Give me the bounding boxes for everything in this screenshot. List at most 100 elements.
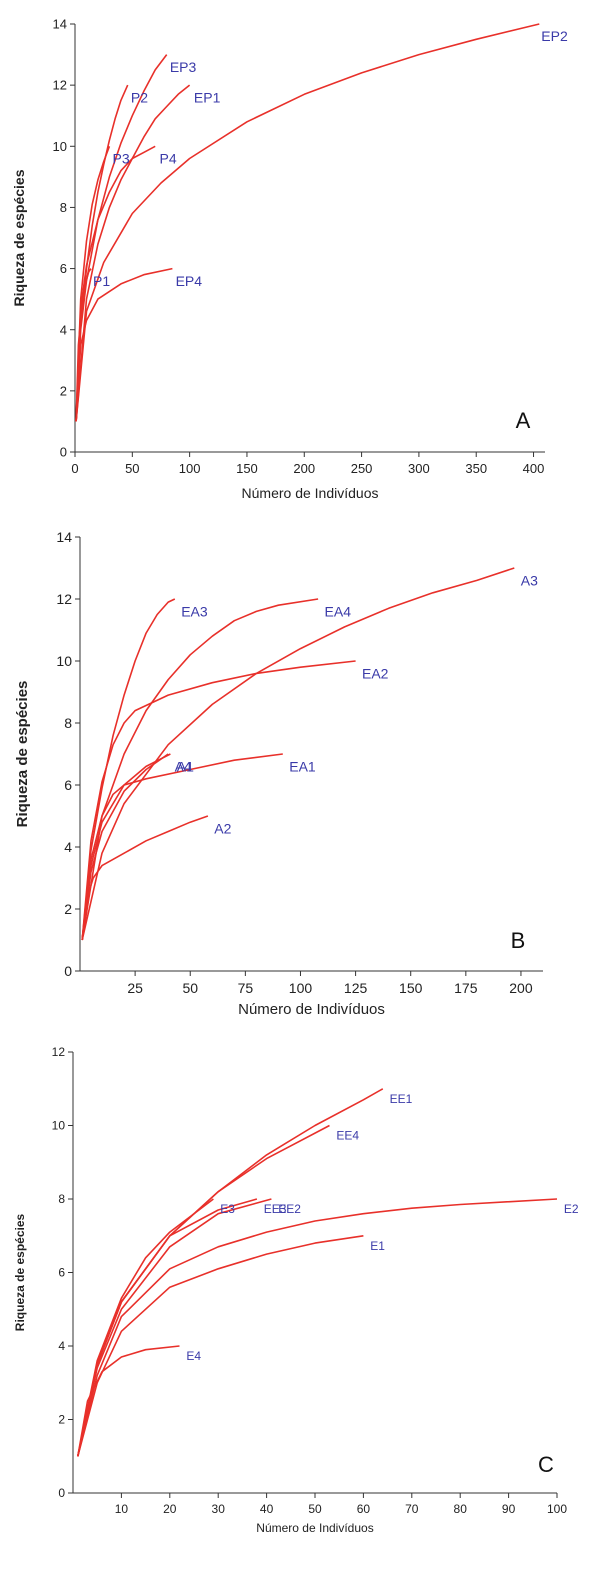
x-tick-label: 70 <box>405 1502 419 1516</box>
x-tick-label: 0 <box>71 461 78 476</box>
x-tick-label: 100 <box>547 1502 567 1516</box>
y-tick-label: 12 <box>56 591 72 607</box>
series-label-a4: A4 <box>175 758 192 774</box>
x-tick-label: 200 <box>293 461 315 476</box>
y-tick-label: 10 <box>56 653 72 669</box>
y-tick-label: 4 <box>60 322 67 337</box>
x-tick-label: 40 <box>260 1502 274 1516</box>
series-label-ea4: EA4 <box>325 603 352 619</box>
y-tick-label: 14 <box>53 17 67 32</box>
y-axis-label: Riqueza de espécies <box>11 169 27 306</box>
y-tick-label: 14 <box>56 529 72 545</box>
x-tick-label: 150 <box>399 980 423 996</box>
series-label-e4: E4 <box>186 1349 201 1363</box>
panel-letter: C <box>538 1452 554 1477</box>
panel-letter: B <box>511 928 526 953</box>
series-label-e3: E3 <box>220 1202 235 1216</box>
series-line-ee3 <box>77 1198 258 1457</box>
y-tick-label: 4 <box>64 839 72 855</box>
panel-c: 0 2 4 6 8 10 12 10 20 30 40 50 60 70 80 90 100 Número de … <box>13 1045 579 1535</box>
y-tick-label: 0 <box>60 445 67 460</box>
series-label-ep4: EP4 <box>176 273 203 289</box>
series-line-a4 <box>81 753 171 941</box>
series-label-ea3: EA3 <box>181 603 208 619</box>
y-tick-label: 6 <box>58 1266 65 1280</box>
x-tick-label: 200 <box>509 980 533 996</box>
x-tick-label: 50 <box>308 1502 322 1516</box>
series-line-p3 <box>75 146 111 422</box>
x-tick-label: 30 <box>212 1502 226 1516</box>
series-label-ep3: EP3 <box>170 59 197 75</box>
series-line-ea2 <box>81 660 356 941</box>
series-line-ep1 <box>75 84 191 422</box>
x-tick-label: 75 <box>238 980 254 996</box>
series-line-ep3 <box>75 54 168 422</box>
series-label-ep2: EP2 <box>541 28 568 44</box>
y-tick-label: 8 <box>60 200 67 215</box>
series-label-p4: P4 <box>160 151 177 167</box>
x-tick-label: 300 <box>408 461 430 476</box>
series-label-ee2: EE2 <box>278 1202 301 1216</box>
y-tick-label: 2 <box>64 901 72 917</box>
series-line-ea1 <box>81 753 283 941</box>
x-tick-label: 50 <box>182 980 198 996</box>
panel-letter: A <box>516 408 531 433</box>
y-axis-label: Riqueza de espécies <box>14 681 31 828</box>
series-label-ea2: EA2 <box>362 665 389 681</box>
series-line-e1 <box>77 1235 364 1457</box>
x-tick-label: 250 <box>351 461 373 476</box>
x-tick-label: 90 <box>502 1502 516 1516</box>
series-line-p1 <box>75 268 92 422</box>
series-line-ea4 <box>81 598 319 941</box>
x-tick-label: 150 <box>236 461 258 476</box>
series-line-a3 <box>81 567 515 941</box>
series-label-ep1: EP1 <box>194 89 221 105</box>
series-label-p1: P1 <box>93 273 110 289</box>
x-tick-label: 350 <box>465 461 487 476</box>
series-line-e3 <box>77 1198 214 1457</box>
series-line-e2 <box>77 1198 558 1457</box>
x-tick-label: 400 <box>523 461 545 476</box>
panel-b: 0 2 4 6 8 10 12 14 25 50 75 100 125 150 175 200 Número d… <box>14 529 543 1018</box>
series-line-ee4 <box>77 1124 330 1457</box>
x-tick-label: 100 <box>289 980 313 996</box>
y-tick-label: 8 <box>64 715 72 731</box>
series-label-p3: P3 <box>113 151 130 167</box>
x-tick-label: 10 <box>115 1502 129 1516</box>
series-label-ee3: EE3 <box>264 1202 287 1216</box>
series-label-a2: A2 <box>214 820 231 836</box>
series-line-ep2 <box>75 23 540 422</box>
y-tick-label: 6 <box>60 261 67 276</box>
y-tick-label: 0 <box>64 963 72 979</box>
x-tick-label: 60 <box>357 1502 371 1516</box>
series-line-e4 <box>77 1345 180 1457</box>
x-tick-label: 100 <box>179 461 201 476</box>
x-tick-label: 25 <box>127 980 143 996</box>
series-line-ea3 <box>81 598 176 941</box>
y-tick-label: 4 <box>58 1339 65 1353</box>
x-axis-label: Número de Indivíduos <box>238 1001 385 1018</box>
x-axis-label: Número de Indivíduos <box>242 485 379 501</box>
y-tick-label: 12 <box>53 78 67 93</box>
series-line-p2 <box>75 84 129 422</box>
series-label-a3: A3 <box>521 572 538 588</box>
series-label-a1: A1 <box>177 758 194 774</box>
x-axis-label: Número de Indivíduos <box>256 1521 373 1535</box>
series-line-ep4 <box>75 267 173 422</box>
series-line-ee2 <box>77 1198 272 1457</box>
x-tick-label: 80 <box>454 1502 468 1516</box>
y-tick-label: 6 <box>64 777 72 793</box>
y-tick-label: 0 <box>58 1486 65 1500</box>
series-label-ee1: EE1 <box>390 1092 413 1106</box>
series-label-ee4: EE4 <box>336 1129 359 1143</box>
series-line-ee1 <box>77 1088 384 1457</box>
y-axis-label: Riqueza de espécies <box>13 1213 27 1331</box>
x-tick-label: 50 <box>125 461 139 476</box>
y-tick-label: 10 <box>53 139 67 154</box>
y-tick-label: 2 <box>58 1413 65 1427</box>
x-tick-label: 175 <box>454 980 478 996</box>
x-tick-label: 20 <box>163 1502 177 1516</box>
panel-a: 0 2 4 6 8 10 12 14 0 50 100 150 200 250 300 350 400 Númer… <box>11 17 568 501</box>
series-label-p2: P2 <box>131 89 148 105</box>
